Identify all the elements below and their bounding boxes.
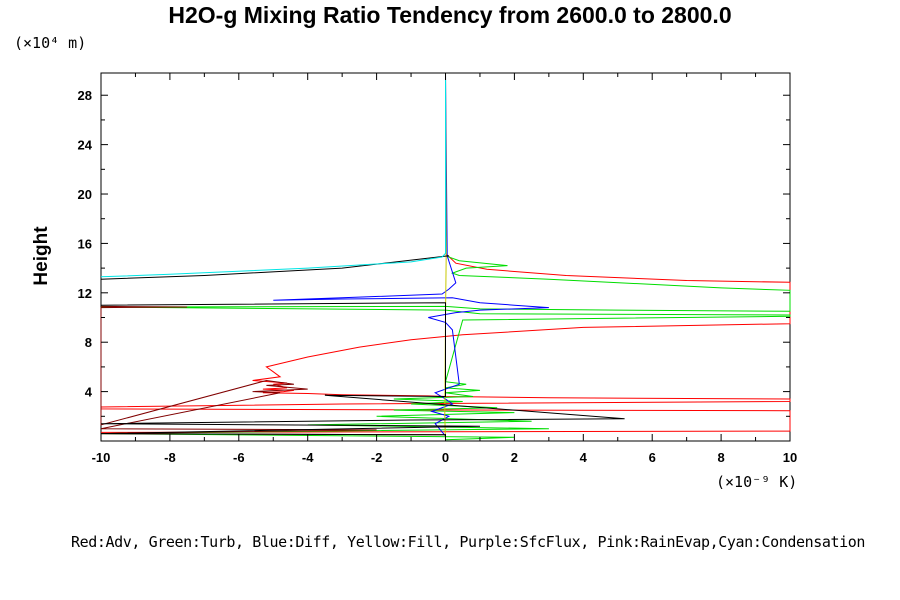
series-line-sfcflux [100,305,446,436]
x-tick-label: 10 [783,450,797,465]
y-tick-label: 28 [78,88,92,103]
x-tick-label: -6 [233,450,245,465]
y-tick-label: 4 [85,385,93,400]
series-line-black [100,255,625,436]
y-tick-label: 8 [85,335,92,350]
y-axis-unit: (×10⁴ m) [14,34,87,52]
y-tick-label: 16 [78,236,92,251]
series-line-diff [273,72,549,437]
x-axis-unit: (×10⁻⁹ K) [716,473,798,491]
y-tick-label: 12 [78,286,92,301]
x-tick-label: -2 [371,450,383,465]
x-tick-label: -4 [302,450,314,465]
y-tick-label: 20 [78,187,92,202]
chart-title: H2O-g Mixing Ratio Tendency from 2600.0 … [168,2,732,28]
series-legend: Red:Adv, Green:Turb, Blue:Diff, Yellow:F… [70,533,866,551]
series-line-turb [100,255,791,441]
x-tick-label: -8 [164,450,176,465]
series-line-condensation [100,73,446,278]
series-layer [100,72,791,442]
x-tick-label: 2 [511,450,518,465]
x-tick-label: 0 [442,450,449,465]
x-tick-label: -10 [92,450,111,465]
y-tick-label: 24 [78,138,93,153]
x-tick-label: 8 [717,450,724,465]
x-tick-label: 6 [649,450,656,465]
x-tick-label: 4 [580,450,588,465]
